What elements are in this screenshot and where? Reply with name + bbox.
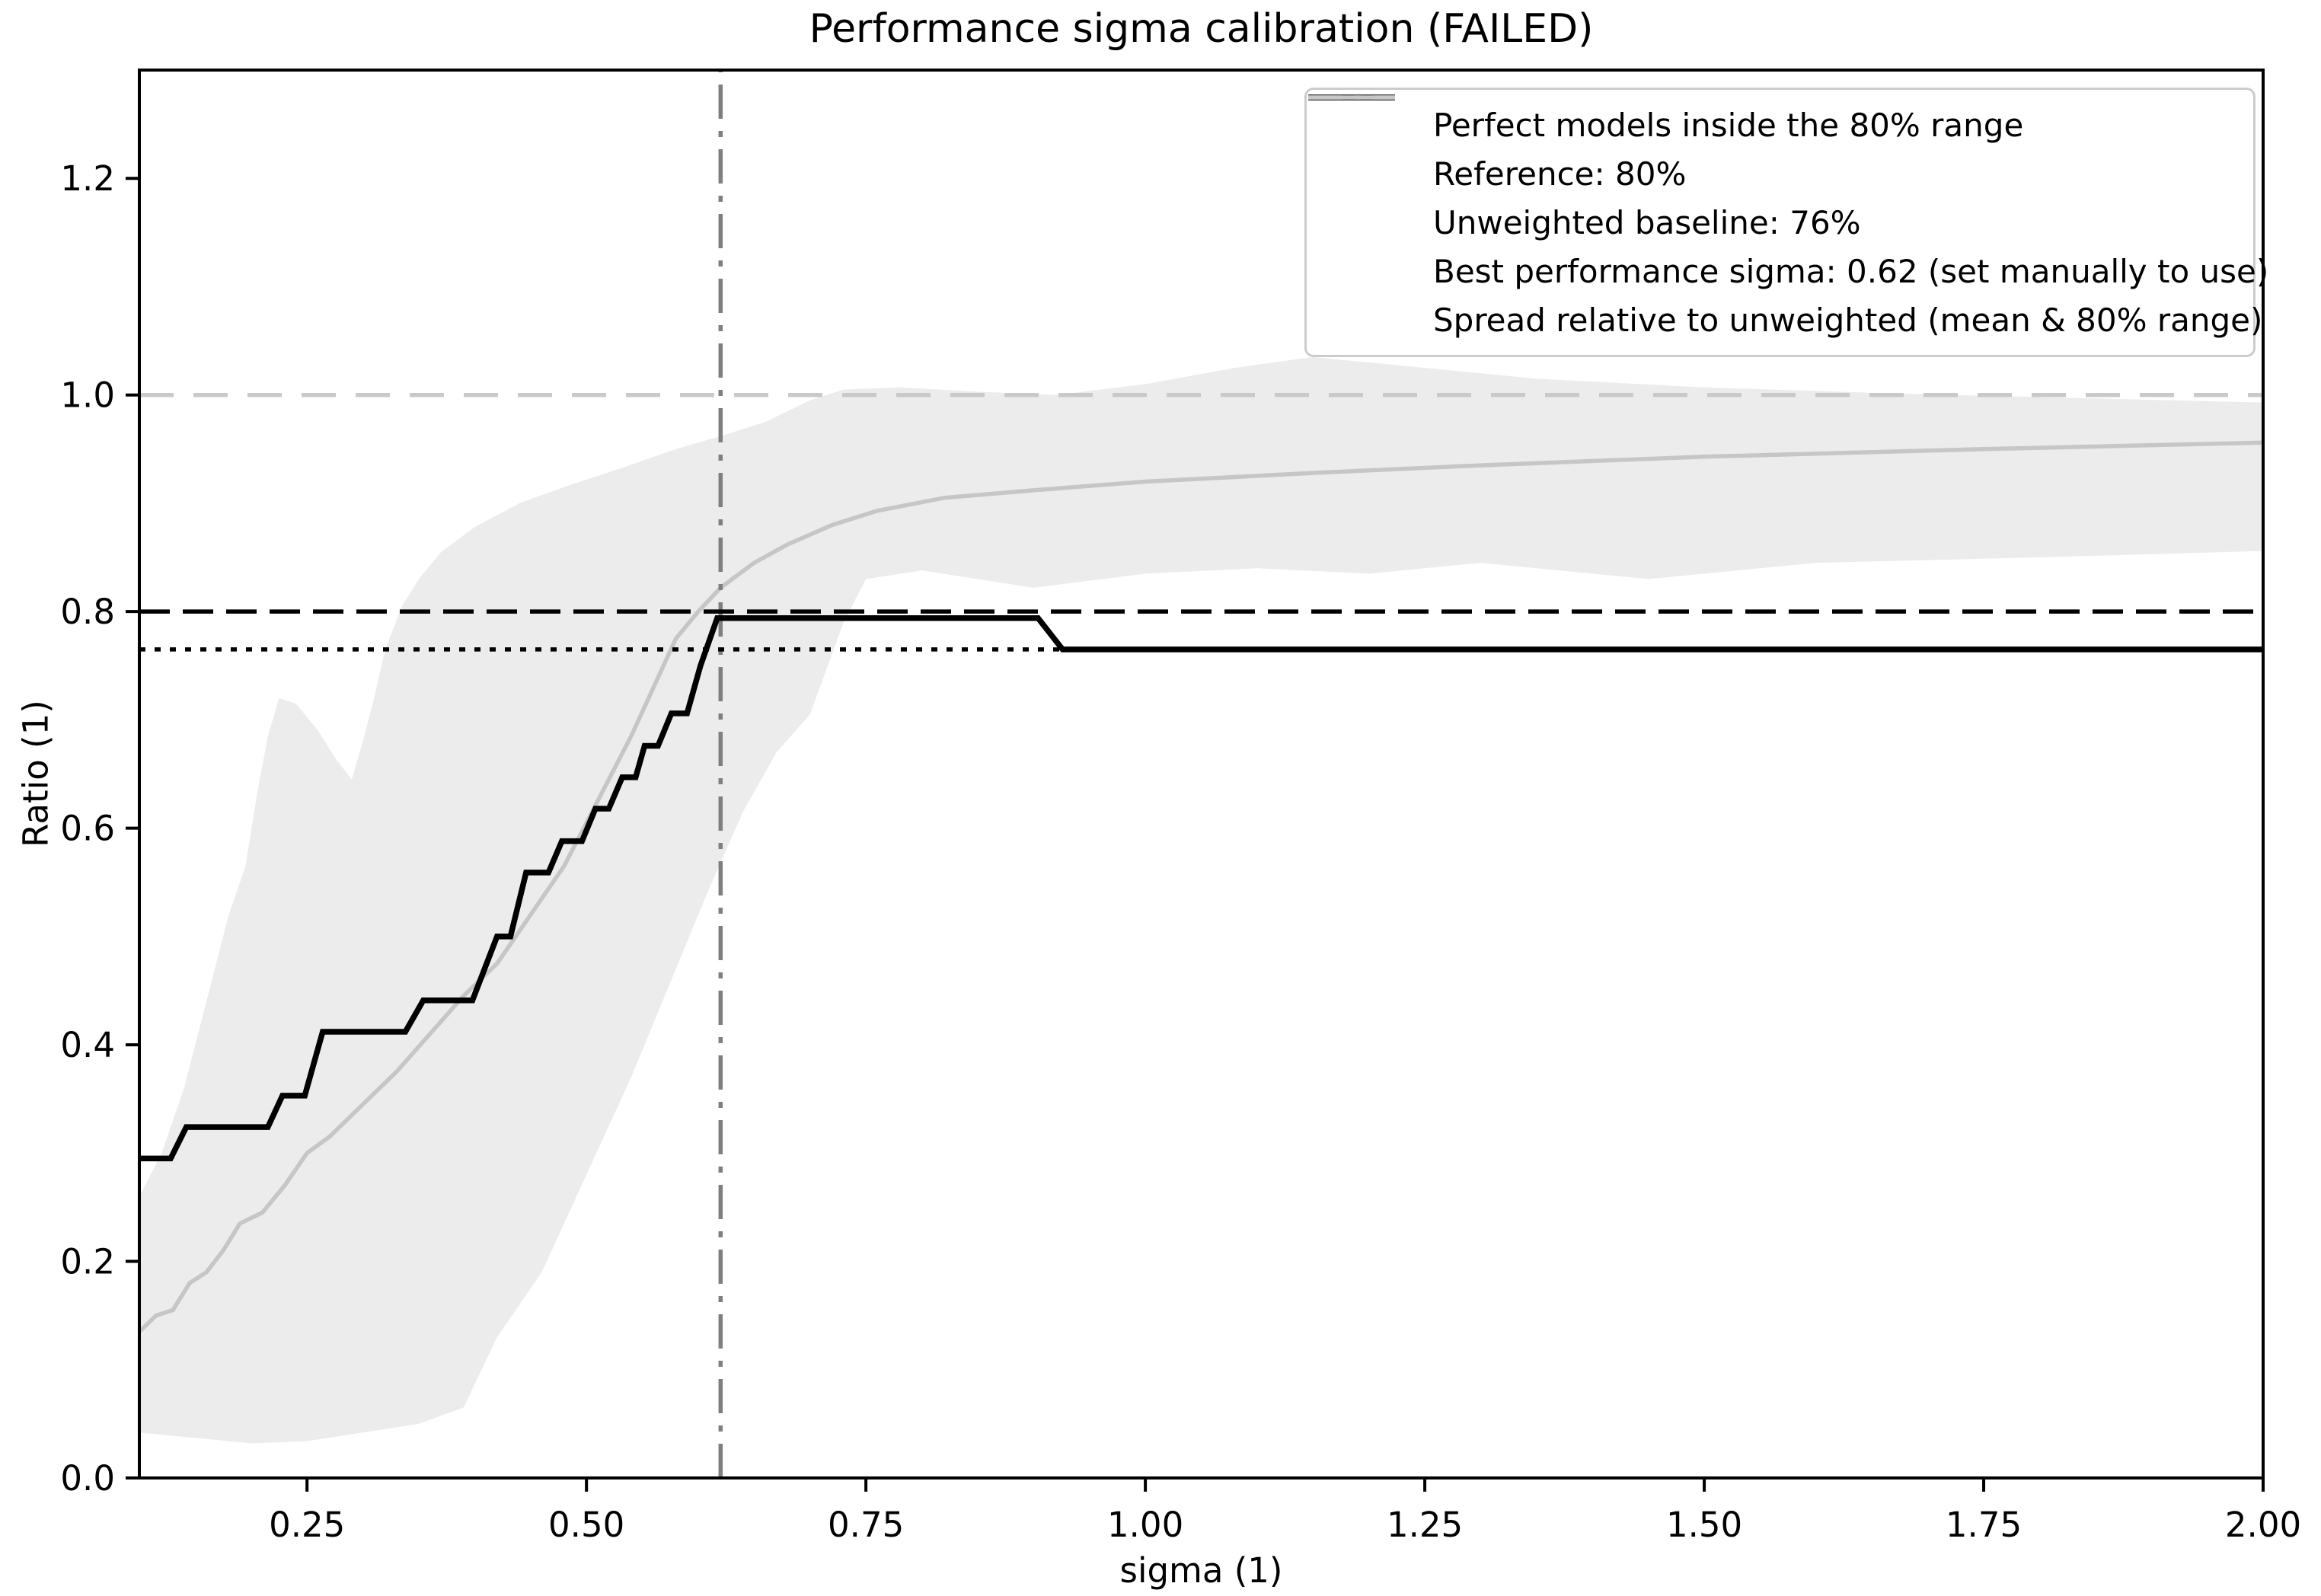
x-tick-label: 1.00	[1107, 1505, 1183, 1545]
y-axis-label: Ratio (1)	[15, 700, 56, 847]
legend-label: Perfect models inside the 80% range	[1433, 106, 2024, 144]
y-tick-label: 0.8	[60, 592, 115, 632]
perfect-models-line	[139, 614, 2263, 1162]
x-tick-label: 0.75	[828, 1505, 904, 1545]
axes-border	[138, 69, 2265, 1479]
spread-80pct-band	[139, 356, 2263, 1444]
y-tick-label: 0.2	[60, 1242, 115, 1282]
spread-mean-line	[138, 440, 2264, 1333]
y-tick-label: 0.0	[60, 1458, 115, 1499]
chart-title: Performance sigma calibration (FAILED)	[809, 6, 1594, 52]
y-tick-label: 1.0	[60, 375, 115, 416]
x-tick-label: 1.25	[1387, 1505, 1463, 1545]
legend-label: Unweighted baseline: 76%	[1433, 203, 1861, 241]
legend-item: Reference: 80%	[1307, 95, 2253, 198]
legend-item: Spread relative to unweighted (mean & 80…	[1307, 95, 2262, 344]
y-tick-label: 0.4	[60, 1025, 115, 1065]
y-tick-label: 0.6	[60, 809, 115, 849]
legend-item: Perfect models inside the 80% range	[1307, 94, 2253, 149]
x-tick-label: 0.25	[269, 1505, 345, 1545]
x-tick-label: 0.50	[548, 1505, 624, 1545]
legend-item: Best performance sigma: 0.62 (set manual…	[1307, 95, 2268, 295]
legend-item: Unweighted baseline: 76%	[1307, 95, 2253, 247]
x-tick-label: 1.50	[1666, 1505, 1742, 1545]
legend-label: Spread relative to unweighted (mean & 80…	[1433, 301, 2263, 339]
legend-label: Best performance sigma: 0.62 (set manual…	[1433, 252, 2269, 290]
legend-label: Reference: 80%	[1433, 155, 1687, 193]
x-tick-label: 2.00	[2225, 1505, 2301, 1545]
legend: Perfect models inside the 80% range Refer…	[1304, 88, 2268, 357]
x-tick-label: 1.75	[1946, 1505, 2022, 1545]
x-axis-label: sigma (1)	[1119, 1550, 1283, 1591]
y-tick-label: 1.2	[60, 158, 115, 199]
